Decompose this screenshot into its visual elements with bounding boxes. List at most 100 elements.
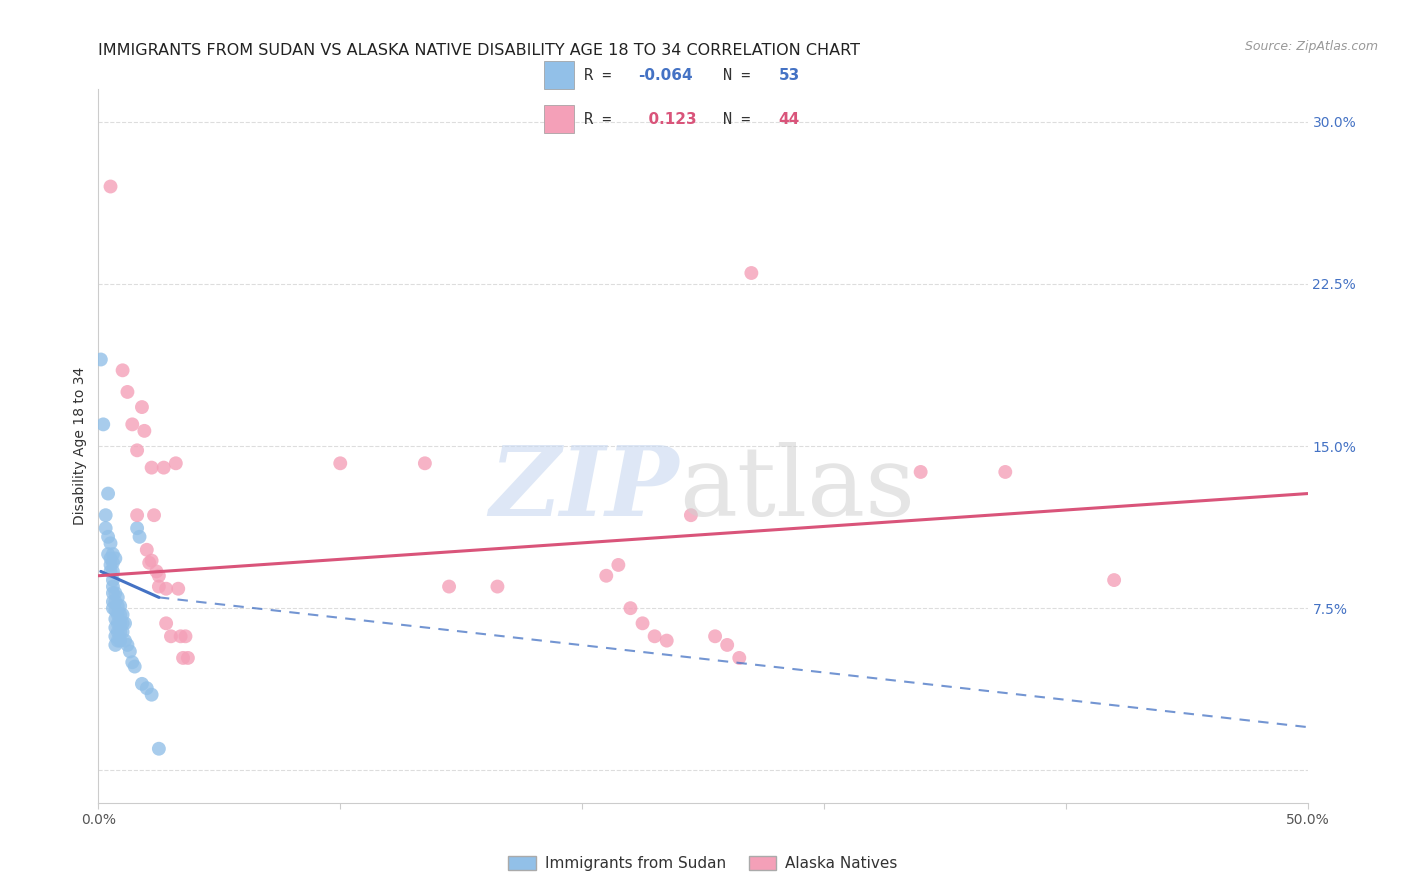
Text: N =: N =	[723, 112, 759, 127]
Point	[1102, 573, 1125, 587]
Point	[94, 521, 117, 535]
Point	[169, 629, 191, 643]
Point	[141, 553, 163, 567]
Point	[118, 644, 141, 658]
Point	[141, 688, 163, 702]
Point	[138, 556, 160, 570]
Point	[127, 521, 149, 535]
Text: 0.123: 0.123	[638, 112, 697, 127]
Point	[101, 586, 124, 600]
Point	[101, 601, 124, 615]
Point	[111, 607, 134, 622]
Point	[111, 624, 134, 639]
Point	[413, 456, 436, 470]
Point	[655, 633, 678, 648]
FancyBboxPatch shape	[544, 105, 574, 134]
Point	[104, 621, 127, 635]
Point	[97, 547, 120, 561]
Point	[100, 179, 122, 194]
Point	[90, 352, 112, 367]
Point	[101, 573, 124, 587]
Text: R =: R =	[583, 112, 620, 127]
Point	[100, 565, 122, 579]
Point	[131, 677, 153, 691]
Text: 44: 44	[779, 112, 800, 127]
Point	[104, 612, 127, 626]
Point	[111, 616, 134, 631]
Point	[329, 456, 352, 470]
Point	[104, 551, 127, 566]
Point	[101, 595, 124, 609]
Point	[143, 508, 166, 523]
Point	[486, 580, 509, 594]
Text: Source: ZipAtlas.com: Source: ZipAtlas.com	[1244, 40, 1378, 54]
Point	[174, 629, 197, 643]
Point	[107, 607, 129, 622]
Point	[114, 616, 136, 631]
Point	[124, 659, 146, 673]
Point	[141, 460, 163, 475]
Point	[172, 651, 194, 665]
Y-axis label: Disability Age 18 to 34: Disability Age 18 to 34	[73, 367, 87, 525]
Point	[152, 460, 174, 475]
Point	[104, 603, 127, 617]
Point	[107, 624, 129, 639]
Point	[94, 508, 117, 523]
Point	[145, 565, 167, 579]
Point	[121, 417, 143, 432]
Point	[91, 417, 114, 432]
Point	[740, 266, 762, 280]
Point	[994, 465, 1017, 479]
Point	[679, 508, 702, 523]
Point	[148, 568, 170, 582]
Point	[437, 580, 460, 594]
Point	[108, 624, 131, 639]
Point	[910, 465, 932, 479]
Point	[108, 599, 131, 613]
Text: N =: N =	[723, 68, 759, 83]
Point	[177, 651, 200, 665]
Point	[619, 601, 641, 615]
Text: atlas: atlas	[679, 442, 915, 536]
Point	[107, 591, 129, 605]
Point	[135, 681, 157, 696]
Point	[117, 638, 139, 652]
Point	[607, 558, 630, 572]
Point	[101, 556, 124, 570]
Text: -0.064: -0.064	[638, 68, 693, 83]
Point	[135, 542, 157, 557]
Point	[111, 363, 134, 377]
Text: 53: 53	[779, 68, 800, 83]
Point	[148, 580, 170, 594]
Point	[631, 616, 654, 631]
Point	[127, 508, 149, 523]
Point	[160, 629, 183, 643]
Point	[127, 443, 149, 458]
Point	[108, 616, 131, 631]
Point	[97, 486, 120, 500]
Point	[107, 616, 129, 631]
Point	[595, 568, 617, 582]
Point	[117, 384, 139, 399]
Point	[104, 595, 127, 609]
Point	[728, 651, 751, 665]
Point	[716, 638, 738, 652]
Point	[134, 424, 156, 438]
Point	[131, 400, 153, 414]
Text: IMMIGRANTS FROM SUDAN VS ALASKA NATIVE DISABILITY AGE 18 TO 34 CORRELATION CHART: IMMIGRANTS FROM SUDAN VS ALASKA NATIVE D…	[98, 43, 860, 58]
Point	[107, 633, 129, 648]
Point	[108, 633, 131, 648]
Point	[704, 629, 727, 643]
Point	[101, 580, 124, 594]
Point	[128, 530, 150, 544]
Point	[644, 629, 666, 643]
Point	[104, 629, 127, 643]
Point	[100, 536, 122, 550]
Point	[104, 586, 127, 600]
Point	[155, 582, 177, 596]
Point	[148, 741, 170, 756]
Point	[108, 607, 131, 622]
Text: ZIP: ZIP	[489, 442, 679, 536]
Point	[121, 655, 143, 669]
Point	[100, 551, 122, 566]
